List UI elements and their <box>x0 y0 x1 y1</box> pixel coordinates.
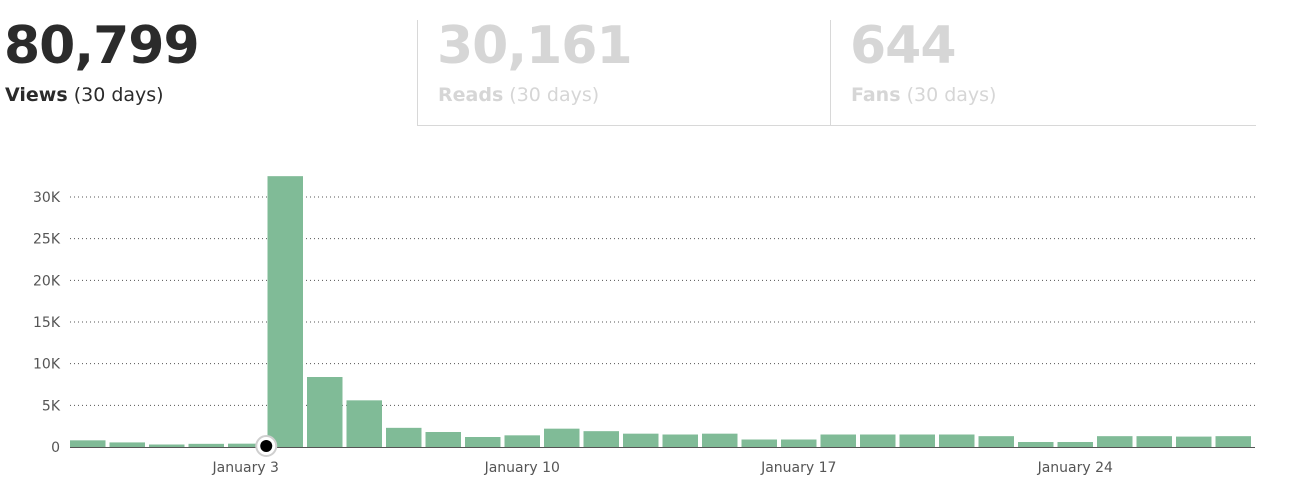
y-tick-label: 10K <box>33 357 61 373</box>
views-label: Views <box>5 84 68 106</box>
chart-bar[interactable] <box>1097 436 1133 447</box>
selected-day-marker[interactable] <box>255 435 278 457</box>
y-tick-label: 20K <box>33 273 61 289</box>
stats-summary: 80,799 Views (30 days) 30,161 Reads (30 … <box>0 0 1299 130</box>
x-tick-label: January 10 <box>484 460 560 476</box>
reads-count: 30,161 <box>437 16 633 76</box>
views-count: 80,799 <box>4 16 200 76</box>
fans-stat-tab[interactable]: 644 Fans (30 days) <box>830 16 1256 126</box>
chart-bar[interactable] <box>70 440 106 447</box>
x-tick-label: January 3 <box>212 460 279 476</box>
x-tick-label: January 17 <box>760 460 836 476</box>
chart-bar[interactable] <box>386 427 422 447</box>
chart-bar[interactable] <box>899 434 936 448</box>
fans-label-row: Fans (30 days) <box>851 82 996 108</box>
chart-bar[interactable] <box>307 377 343 447</box>
chart-bar[interactable] <box>623 433 659 447</box>
chart-bar[interactable] <box>741 439 778 448</box>
views-stat-tab[interactable]: 80,799 Views (30 days) <box>0 0 417 126</box>
chart-bar[interactable] <box>583 431 620 447</box>
y-tick-label: 25K <box>33 232 61 248</box>
y-tick-label: 0 <box>51 440 60 456</box>
chart-bar[interactable] <box>504 435 541 447</box>
chart-bar[interactable] <box>1136 436 1173 447</box>
y-tick-label: 30K <box>33 190 61 206</box>
chart-bar[interactable] <box>820 434 857 448</box>
fans-label: Fans <box>851 84 901 106</box>
chart-bar[interactable] <box>544 428 580 447</box>
fans-period: (30 days) <box>906 84 997 106</box>
chart-canvas: 0 5K 10K 15K 20K 25K 30K January 3 January 10 Jan… <box>33 176 1255 476</box>
reads-label: Reads <box>438 84 504 106</box>
chart-bar[interactable] <box>109 442 146 447</box>
reads-period: (30 days) <box>509 84 600 106</box>
chart-bar[interactable] <box>1018 442 1054 447</box>
x-tick-label: January 24 <box>1037 460 1113 476</box>
chart-bar[interactable] <box>662 434 699 448</box>
chart-bar[interactable] <box>702 433 738 447</box>
chart-bar[interactable] <box>860 434 896 448</box>
chart-bar[interactable] <box>1057 442 1094 447</box>
y-tick-label: 15K <box>33 315 61 331</box>
chart-bar[interactable] <box>228 443 264 447</box>
chart-bar[interactable] <box>1215 436 1252 447</box>
chart-bar[interactable] <box>267 176 304 447</box>
fans-count: 644 <box>850 16 957 76</box>
chart-bar[interactable] <box>1176 436 1212 447</box>
chart-bar[interactable] <box>465 437 501 447</box>
chart-bar[interactable] <box>188 443 225 447</box>
views-bar-chart: 0 5K 10K 15K 20K 25K 30K January 3 January 10 Jan… <box>0 150 1299 485</box>
chart-bar[interactable] <box>149 444 185 448</box>
chart-bar[interactable] <box>346 400 383 447</box>
reads-stat-tab[interactable]: 30,161 Reads (30 days) <box>417 16 831 126</box>
chart-bar[interactable] <box>425 432 462 447</box>
views-label-row: Views (30 days) <box>5 82 164 108</box>
chart-bar[interactable] <box>978 436 1015 447</box>
reads-label-row: Reads (30 days) <box>438 82 599 108</box>
chart-bar[interactable] <box>939 434 975 448</box>
y-tick-label: 5K <box>42 398 61 414</box>
views-period: (30 days) <box>73 84 164 106</box>
chart-bar[interactable] <box>781 439 817 448</box>
